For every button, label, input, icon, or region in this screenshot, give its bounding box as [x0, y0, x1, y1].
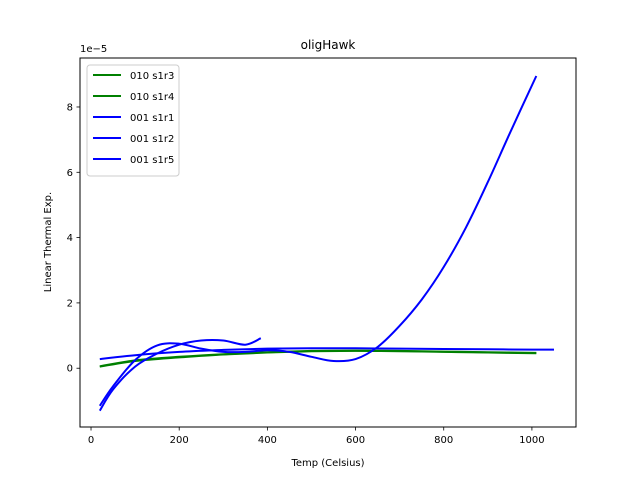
- series-line-010-s1r4: [99, 349, 537, 368]
- x-axis: 0 200 400 600 800 1000: [88, 427, 545, 446]
- y-tick-label: 8: [67, 102, 73, 113]
- legend-frame: [86, 64, 180, 177]
- y-tick-label: 6: [67, 168, 73, 179]
- series-line-001-s1r5: [99, 347, 555, 361]
- x-tick-label: 0: [88, 435, 94, 446]
- series-line-001-s1r1: [98, 75, 538, 407]
- x-tick-label: 200: [170, 435, 189, 446]
- x-tick-label: 600: [346, 435, 365, 446]
- y-tick-label: 4: [67, 233, 73, 244]
- legend-label: 001 s1r5: [130, 155, 174, 166]
- series-line-001-s1r2: [98, 337, 262, 412]
- x-tick-label: 1000: [519, 435, 544, 446]
- y-tick-label: 0: [67, 364, 73, 375]
- chart-title: oligHawk: [301, 38, 356, 52]
- legend-label: 001 s1r1: [130, 113, 174, 124]
- y-tick-label: 2: [67, 298, 73, 309]
- y-axis-label: Linear Thermal Exp.: [43, 192, 54, 292]
- x-axis-label: Temp (Celsius): [290, 458, 364, 469]
- plot-area: [98, 75, 555, 412]
- legend-label: 010 s1r3: [130, 71, 174, 82]
- legend: 010 s1r3 010 s1r4 001 s1r1 001 s1r2 001 s1r5: [86, 64, 180, 177]
- y-offset-label: 1e−5: [80, 44, 107, 55]
- legend-label: 001 s1r2: [130, 134, 174, 145]
- x-tick-label: 400: [258, 435, 277, 446]
- x-tick-label: 800: [434, 435, 453, 446]
- y-axis: 0 2 4 6 8: [67, 102, 80, 375]
- axes-frame: [79, 57, 577, 428]
- legend-label: 010 s1r4: [130, 92, 174, 103]
